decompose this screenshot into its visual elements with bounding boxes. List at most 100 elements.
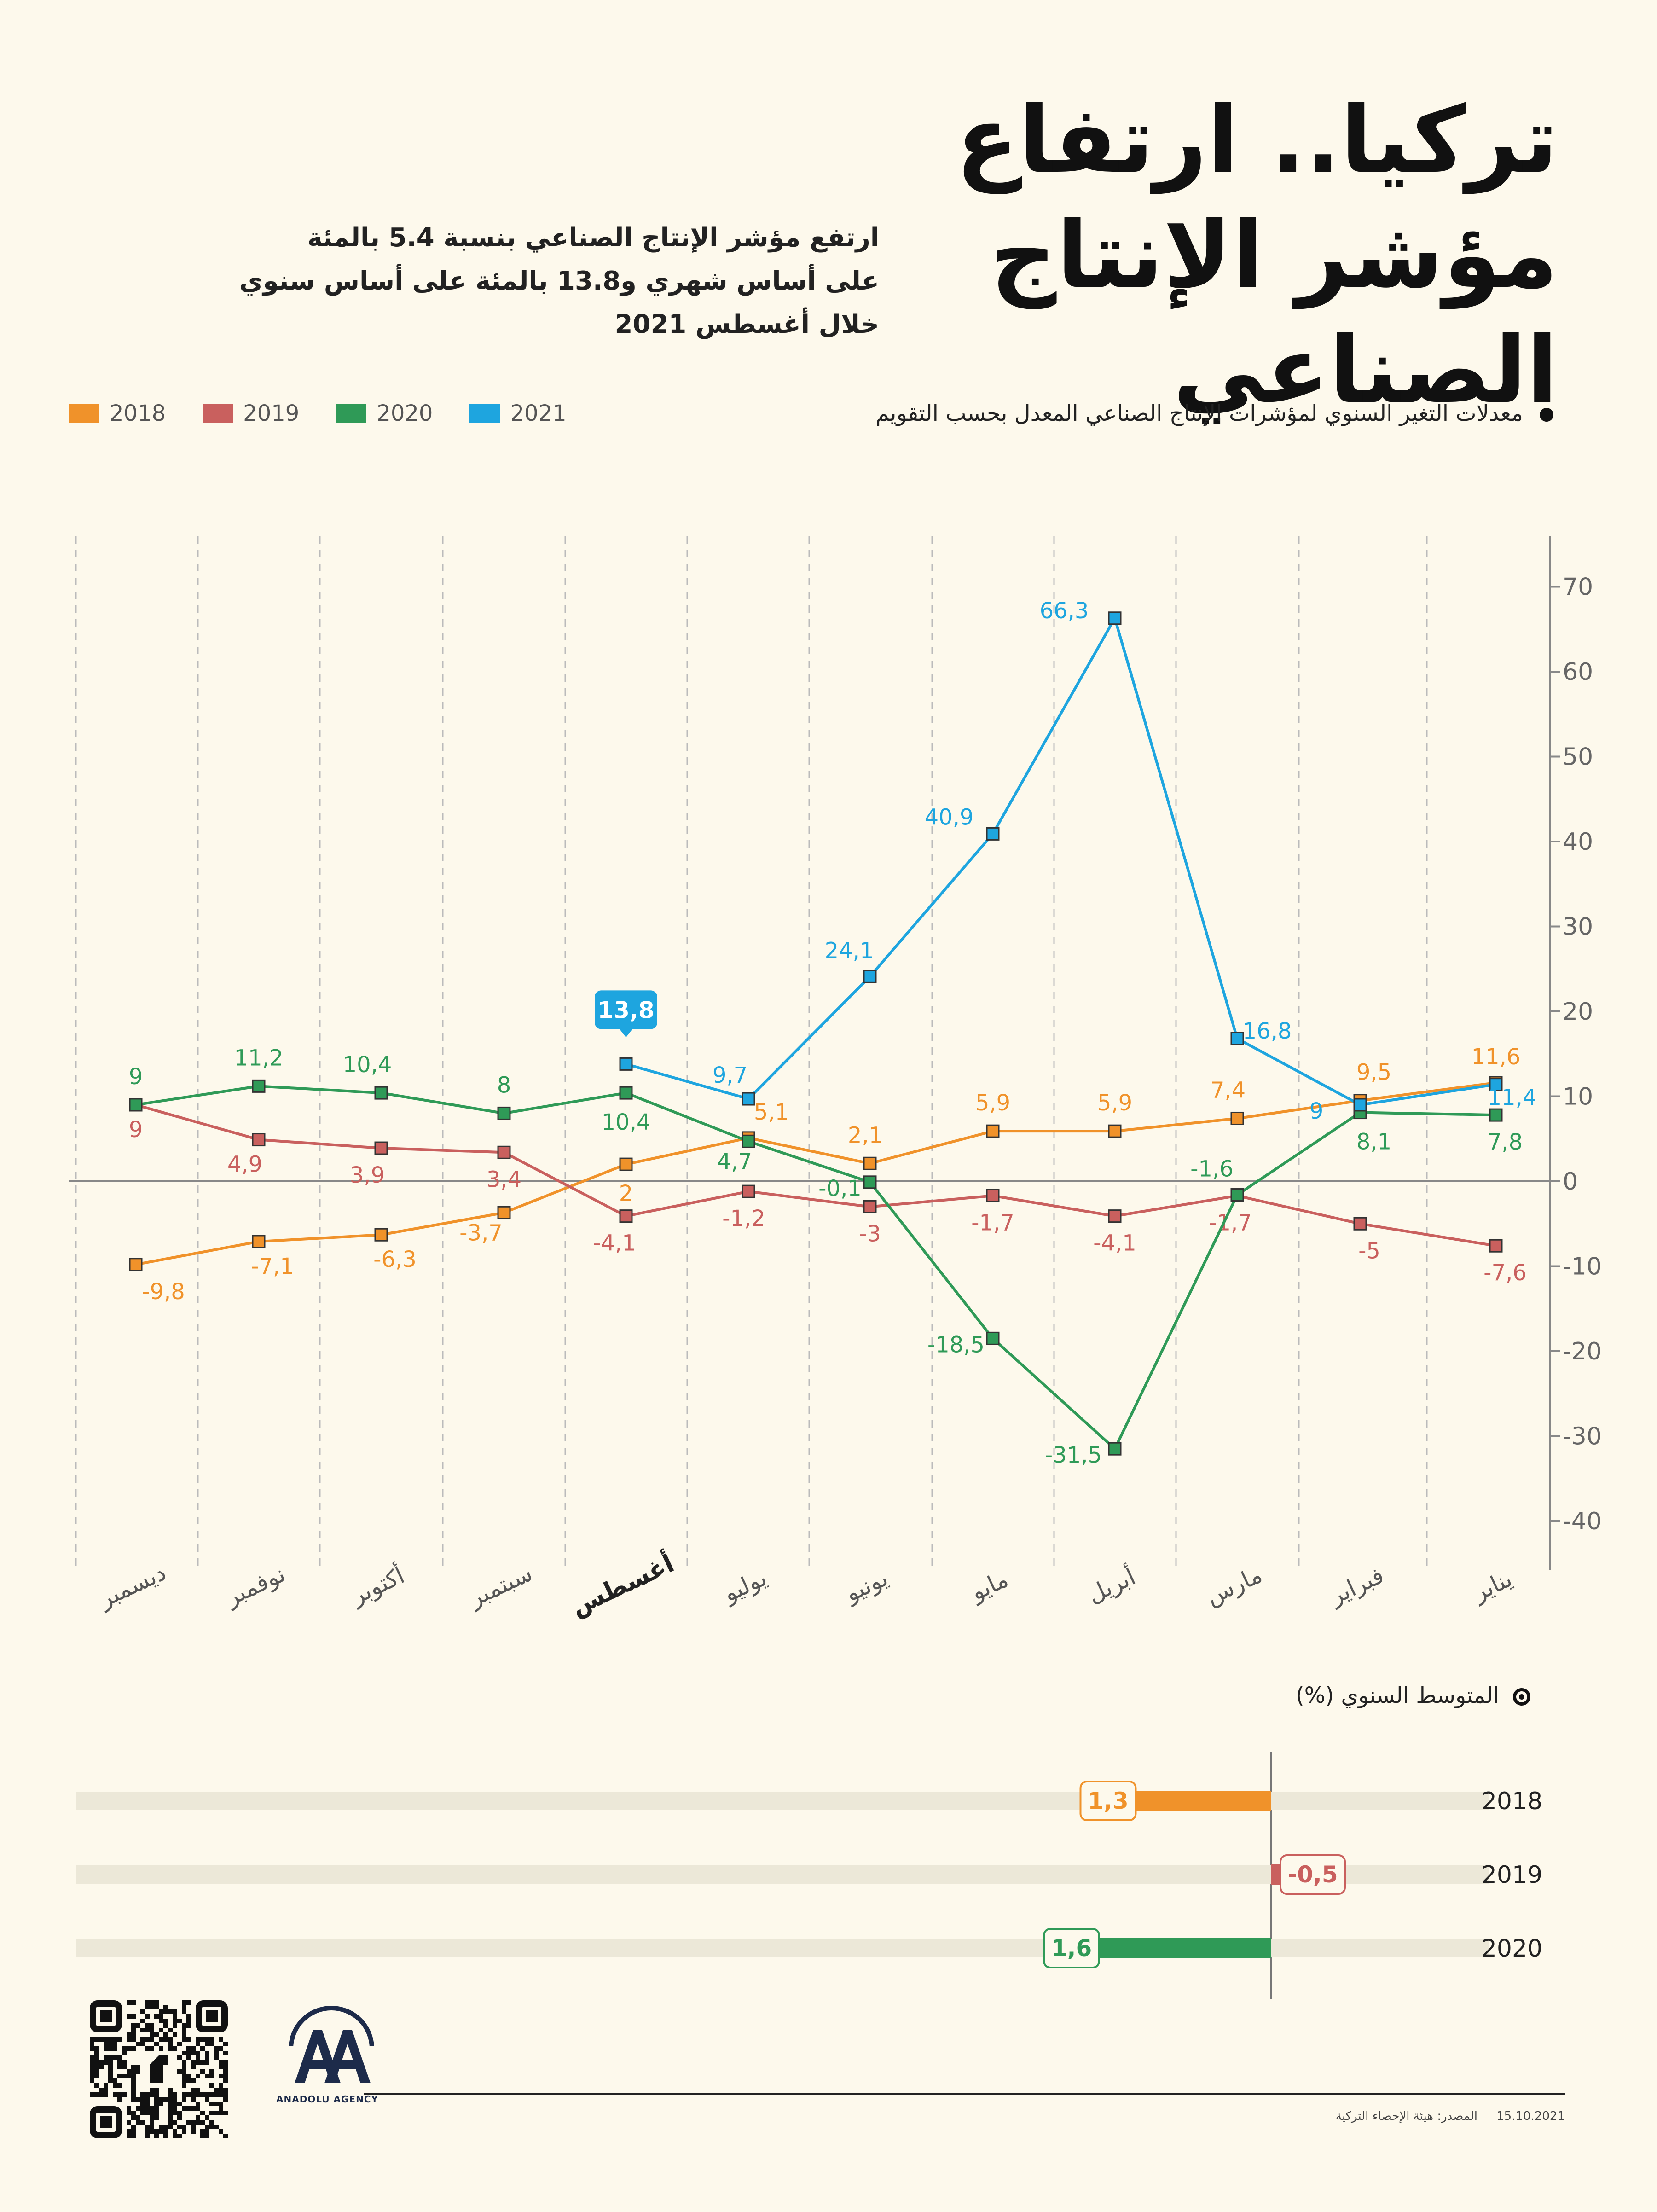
data-point-2018	[497, 1206, 511, 1219]
callout-2021: 13,8	[595, 990, 657, 1038]
data-label-2021: 16,8	[1243, 1018, 1292, 1044]
data-label-2019: -1,7	[1209, 1210, 1252, 1236]
legend-item-2019: 2019	[203, 401, 299, 426]
data-label-2020: -31,5	[1045, 1442, 1102, 1468]
x-tick-label: أبريل	[1083, 1562, 1139, 1608]
bar-track	[76, 1792, 1489, 1810]
legend-swatch-2018	[69, 404, 99, 423]
data-label-2019: -7,6	[1483, 1260, 1527, 1286]
bar-track	[76, 1865, 1489, 1884]
data-label-2020: 11,2	[234, 1045, 284, 1071]
data-point-2018	[1230, 1111, 1244, 1125]
data-point-2020	[742, 1134, 755, 1148]
publish-date: 15.10.2021	[1496, 2109, 1565, 2123]
data-point-2018	[129, 1258, 143, 1271]
legend-label-2018: 2018	[110, 401, 166, 426]
data-label-2019: 3,9	[350, 1162, 385, 1188]
data-point-2019	[497, 1145, 511, 1159]
legend-label-2020: 2020	[377, 401, 433, 426]
x-tick-label: فبراير	[1325, 1562, 1388, 1610]
legend-label-2019: 2019	[243, 401, 300, 426]
subtitle-line-2: على أساس شهري و13.8 بالمئة على أساس سنوي	[239, 266, 879, 296]
data-point-2021	[1353, 1098, 1367, 1112]
x-tick-label: ديسمبر	[94, 1559, 170, 1613]
bar-label-box	[1280, 1854, 1346, 1895]
data-label-2018: -6,3	[373, 1247, 417, 1272]
y-tick-label: 40	[1563, 828, 1593, 856]
x-tick-label: أغسطس	[566, 1547, 678, 1621]
data-label-2019: 4,9	[227, 1152, 262, 1178]
x-tick-label: سبتمبر	[464, 1560, 536, 1613]
legend-label-2021: 2021	[510, 401, 567, 426]
series-line-2018	[135, 1081, 1496, 1266]
data-label-2019: 3,4	[487, 1167, 521, 1192]
data-point-2019	[619, 1209, 633, 1223]
x-tick-label: مارس	[1202, 1561, 1266, 1610]
y-tick-label: 0	[1563, 1168, 1578, 1196]
y-tick-label: 10	[1563, 1083, 1593, 1111]
data-label-2021: 13,8	[597, 997, 654, 1023]
legend-item-2020: 2020	[336, 401, 433, 426]
data-point-2021	[1108, 611, 1122, 625]
annual-average-bar-chart: 1,3 2018 -0,5 2019 1,6 2020	[76, 1752, 1542, 1999]
bar-2018	[1112, 1791, 1271, 1811]
data-label-2018: 5,9	[1097, 1090, 1132, 1116]
data-label-2019: -1,7	[971, 1210, 1014, 1236]
data-point-2021	[619, 1057, 633, 1071]
data-label-2018: 2	[619, 1181, 633, 1207]
data-point-2018	[1108, 1124, 1122, 1138]
data-point-2020	[1108, 1442, 1122, 1456]
data-label-2018: -7,1	[251, 1254, 294, 1279]
line-chart: 70 60 50 40 30 20 10 0 -10 -20 -30 -40 يناير فبراير ما…	[69, 536, 1602, 1621]
x-tick-label: يناير	[1468, 1565, 1516, 1607]
data-point-2018	[986, 1124, 1000, 1138]
data-point-2020	[986, 1331, 1000, 1345]
bar-2020	[1076, 1938, 1271, 1958]
y-tick-label: -40	[1563, 1508, 1602, 1535]
agency-name: ANADOLU AGENCY	[276, 2094, 378, 2105]
data-label-2020: 9	[129, 1064, 143, 1090]
data-point-2020	[863, 1175, 877, 1189]
bar-label-box	[1079, 1781, 1137, 1821]
data-label-2021: 24,1	[825, 938, 874, 964]
source-note: المصدر: هيئة الإحصاء التركية	[1335, 2109, 1477, 2123]
data-label-2019: 9	[129, 1117, 143, 1143]
y-tick-label: 50	[1563, 743, 1593, 771]
footer-divider	[364, 2093, 1565, 2095]
x-tick-label: نوفمبر	[220, 1561, 290, 1612]
data-point-2020	[129, 1098, 143, 1112]
anadolu-agency-logo	[285, 2006, 377, 2090]
data-label-2020: 7,8	[1488, 1129, 1523, 1155]
data-label-2018: -9,8	[142, 1279, 185, 1305]
data-label-2020: 8	[497, 1072, 511, 1098]
series-line-2021	[626, 616, 1496, 1106]
data-label-2020: -1,6	[1190, 1156, 1234, 1182]
y-tick-label: 30	[1563, 913, 1593, 941]
chart-description-text: معدلات التغير السنوي لمؤشرات الإنتاج الص…	[875, 401, 1523, 426]
data-label-2020: 8,1	[1356, 1129, 1391, 1155]
data-label-2018: 7,4	[1211, 1077, 1246, 1103]
data-label-2018: -3,7	[459, 1220, 503, 1246]
radio-bullet-icon	[1513, 1688, 1530, 1706]
y-tick-label: 70	[1563, 574, 1593, 601]
data-point-2019	[742, 1184, 755, 1198]
chart-description: معدلات التغير السنوي لمؤشرات الإنتاج الص…	[875, 401, 1553, 426]
x-tick-label: مايو	[966, 1566, 1012, 1606]
data-point-2019	[1108, 1209, 1122, 1223]
data-label-2019: -4,1	[1093, 1231, 1136, 1256]
data-label-2020: -18,5	[927, 1332, 985, 1358]
data-point-2021	[742, 1092, 755, 1106]
data-label-2018: 11,6	[1472, 1044, 1521, 1070]
data-point-2020	[252, 1079, 266, 1093]
data-point-2020	[497, 1106, 511, 1120]
data-point-2021	[986, 827, 1000, 841]
y-tick-label: 60	[1563, 658, 1593, 686]
data-label-2019: -4,1	[593, 1231, 636, 1256]
data-point-2020	[619, 1086, 633, 1100]
y-tick-label: 20	[1563, 998, 1593, 1026]
x-tick-label: يوليو	[718, 1564, 771, 1608]
bullet-icon	[1540, 408, 1553, 422]
legend-swatch-2019	[203, 404, 233, 423]
legend-item-2021: 2021	[469, 401, 567, 426]
x-tick-label: يونيو	[840, 1564, 892, 1608]
